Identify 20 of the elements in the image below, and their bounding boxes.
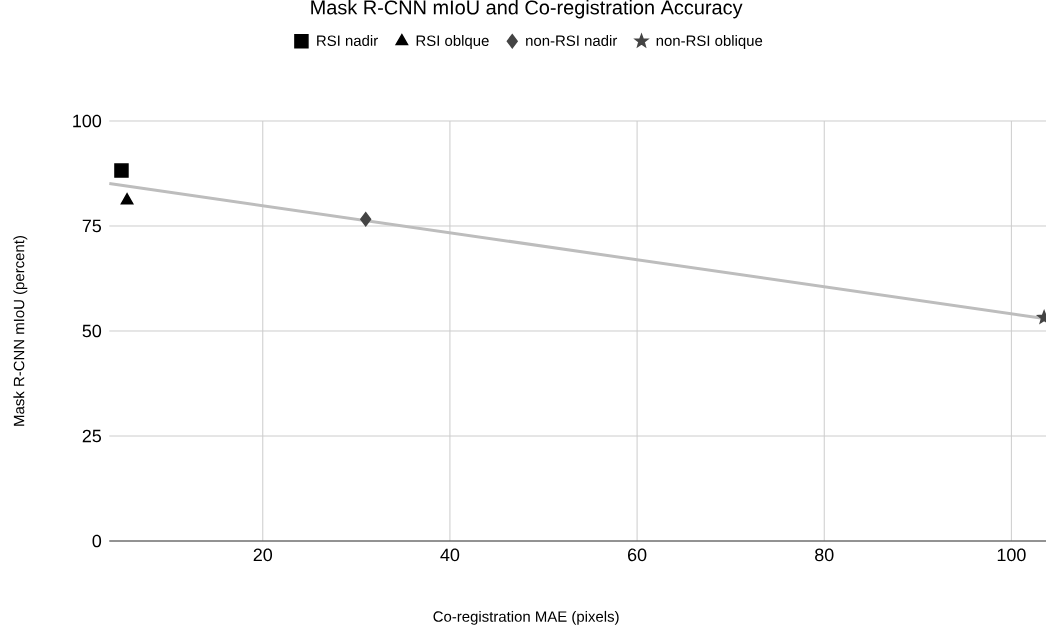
- legend-label: RSI oblque: [416, 35, 489, 49]
- legend-label: non-RSI oblique: [656, 35, 763, 49]
- y-tick-label: 100: [73, 114, 102, 128]
- x-tick-label: 20: [253, 548, 273, 562]
- x-tick-label: 40: [440, 548, 460, 562]
- y-tick-label: 25: [82, 429, 102, 443]
- x-tick-label: 60: [628, 548, 647, 562]
- y-tick-label: 0: [92, 534, 102, 548]
- point: [360, 212, 372, 227]
- chart-title: Mask R-CNN mIoU and Co-registration Accuracy: [311, 0, 743, 19]
- legend-label: non-RSI nadir: [526, 35, 618, 46]
- point: [120, 193, 134, 205]
- legend-label: RSI nadir: [317, 35, 378, 46]
- y-tick-label: 50: [82, 324, 102, 338]
- point: [114, 163, 129, 178]
- x-tick-label: 80: [815, 548, 834, 562]
- x-axis-title: Co-registration MAE (pixels): [433, 610, 619, 625]
- x-tick-label: 100: [997, 548, 1026, 562]
- y-axis-title: Mask R-CNN mIoU (percent): [13, 236, 28, 426]
- y-tick-label: 75: [82, 219, 102, 233]
